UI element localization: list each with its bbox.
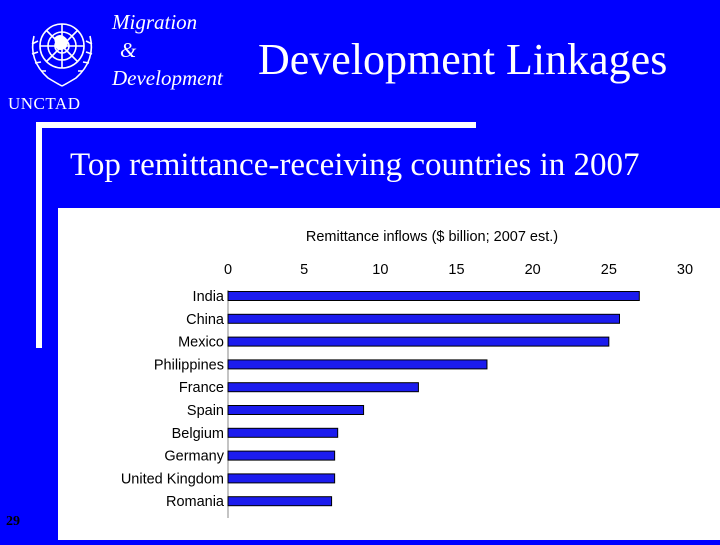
remittance-bar-chart: Remittance inflows ($ billion; 2007 est.… (121, 229, 693, 518)
x-tick-label: 5 (300, 262, 308, 278)
bar-belgium (227, 427, 339, 438)
header-divider (36, 122, 476, 128)
bar-france (227, 382, 419, 393)
x-tick-label: 25 (601, 262, 617, 278)
bar-romania (227, 496, 333, 507)
x-tick-label: 0 (224, 262, 232, 278)
page-number: 29 (6, 514, 20, 529)
category-label: Romania (166, 494, 225, 510)
chart-title: Remittance inflows ($ billion; 2007 est.… (306, 229, 558, 245)
slide-title: Development Linkages (258, 35, 668, 84)
slide-subtitle: Top remittance-receiving countries in 20… (70, 147, 640, 183)
migration-line-1: Migration (112, 10, 198, 34)
bar-united-kingdom (227, 473, 336, 484)
category-label: India (193, 289, 225, 305)
category-label: Spain (187, 403, 224, 419)
left-divider (36, 122, 42, 348)
migration-development-heading: Migration & Development (112, 8, 223, 92)
category-label: Belgium (172, 426, 224, 442)
unctad-label: UNCTAD (8, 94, 81, 113)
x-tick-label: 20 (525, 262, 541, 278)
bar-mexico (227, 336, 610, 347)
chart-panel: Remittance inflows ($ billion; 2007 est.… (58, 208, 720, 540)
x-tick-label: 10 (372, 262, 388, 278)
bar-china (227, 313, 620, 324)
un-logo-icon (31, 23, 93, 87)
x-tick-label: 15 (448, 262, 464, 278)
bar-germany (227, 450, 336, 461)
bar-philippines (227, 359, 488, 370)
bar-spain (227, 405, 365, 415)
category-label: Germany (164, 449, 224, 465)
category-label: Philippines (154, 357, 224, 373)
category-label: China (186, 312, 225, 328)
category-label: Mexico (178, 335, 224, 351)
migration-line-3: Development (112, 66, 223, 90)
migration-line-2: & (120, 38, 137, 62)
bar-india (227, 291, 640, 301)
category-label: France (179, 380, 224, 396)
x-tick-label: 30 (677, 262, 693, 278)
category-label: United Kingdom (121, 471, 224, 487)
